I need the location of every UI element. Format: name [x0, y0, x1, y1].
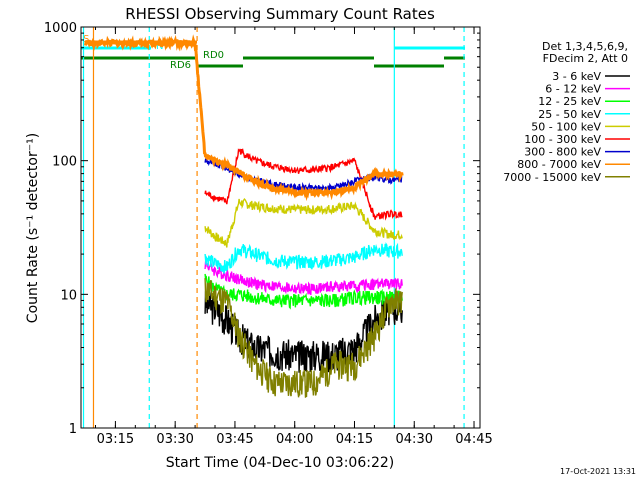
plot-frame	[80, 26, 481, 429]
legend-label-4: 50 - 100 keV	[531, 120, 601, 133]
chart-title: RHESSI Observing Summary Count Rates	[125, 5, 435, 23]
legend-label-0: 3 - 6 keV	[552, 70, 601, 83]
axes: 03:15 03:30 03:45 04:00 04:15 04:30 04:45 1 10 10…	[44, 21, 493, 447]
x-tick-label-2: 03:45	[216, 432, 253, 447]
legend-label-3: 25 - 50 keV	[538, 108, 601, 121]
x-tick-label-3: 04:00	[276, 432, 313, 447]
series-line-1	[204, 261, 403, 296]
legend-label-2: 12 - 25 keV	[538, 95, 601, 108]
x-tick-label-5: 04:30	[396, 432, 433, 447]
x-axis-label: Start Time (04-Dec-10 03:06:22)	[166, 455, 394, 471]
legend-header-0: Det 1,3,4,5,6,9,	[542, 40, 628, 53]
y-tick-label-1: 10	[60, 288, 77, 303]
generated-timestamp: 17-Oct-2021 13:31	[560, 467, 636, 476]
legend-header-1: FDecim 2, Att 0	[543, 52, 628, 65]
legend-label-1: 6 - 12 keV	[545, 83, 601, 96]
flag-label-rd6: RD6	[170, 60, 191, 71]
flag-label-s: S	[83, 34, 89, 45]
plot-area: S N RD0 RD6	[81, 27, 465, 428]
legend-label-8: 7000 - 15000 keV	[503, 171, 601, 184]
y-axis-label: Count Rate (s⁻¹ detector⁻¹)	[25, 133, 41, 323]
legend-label-6: 300 - 800 keV	[524, 146, 601, 159]
series-line-4	[204, 198, 403, 248]
series-line-2	[204, 273, 403, 310]
series-line-3	[204, 242, 403, 274]
series-line-8	[204, 278, 403, 398]
legend-label-5: 100 - 300 keV	[524, 133, 601, 146]
legend-label-7: 800 - 7000 keV	[517, 158, 601, 171]
series-line-5	[204, 147, 403, 221]
x-tick-label-6: 04:45	[455, 432, 492, 447]
x-tick-label-0: 03:15	[97, 432, 134, 447]
y-tick-label-0: 1	[69, 422, 77, 437]
y-tick-label-3: 1000	[44, 21, 77, 36]
series-line-7	[84, 34, 404, 202]
flag-label-n: N	[156, 41, 163, 52]
legend: Det 1,3,4,5,6,9,FDecim 2, Att 0 3 - 6 keV…	[503, 40, 630, 184]
y-tick-label-2: 100	[52, 155, 77, 170]
flag-label-rd0: RD0	[203, 50, 224, 61]
x-tick-label-1: 03:30	[156, 432, 193, 447]
x-tick-label-4: 04:15	[336, 432, 373, 447]
